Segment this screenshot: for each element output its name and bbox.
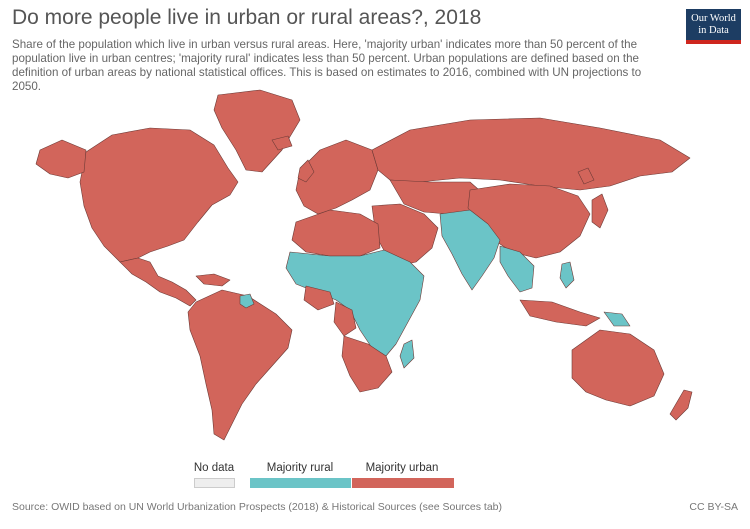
region-papua-new-guinea[interactable] xyxy=(603,311,631,327)
region-central-africa-urban[interactable] xyxy=(333,301,357,337)
source-note[interactable]: Source: OWID based on UN World Urbanizat… xyxy=(12,501,503,513)
legend-label-majority-rural: Majority rural xyxy=(266,462,334,474)
region-indonesia[interactable] xyxy=(519,299,601,327)
region-madagascar[interactable] xyxy=(399,339,415,369)
region-australia[interactable] xyxy=(571,329,665,407)
region-iceland[interactable] xyxy=(271,135,293,151)
region-south-asia[interactable] xyxy=(439,209,501,291)
logo-line-1: Our World xyxy=(691,13,736,24)
owid-logo[interactable]: Our World in Data xyxy=(686,9,741,44)
region-north-africa[interactable] xyxy=(291,209,381,257)
region-japan[interactable] xyxy=(591,193,609,229)
region-philippines[interactable] xyxy=(559,261,575,289)
chart-title: Do more people live in urban or rural ar… xyxy=(12,6,482,29)
legend-swatch-no-data[interactable] xyxy=(194,478,235,488)
chart-subtitle: Share of the population which live in ur… xyxy=(12,38,642,93)
region-greenland[interactable] xyxy=(213,89,301,173)
region-guyana[interactable] xyxy=(239,293,255,309)
region-russia[interactable] xyxy=(371,117,691,191)
legend-label-no-data: No data xyxy=(193,462,235,474)
region-southern-africa[interactable] xyxy=(341,335,393,393)
region-middle-east[interactable] xyxy=(371,203,439,267)
region-north-america[interactable] xyxy=(79,127,239,263)
region-south-america[interactable] xyxy=(187,289,293,441)
legend-swatch-majority-rural[interactable] xyxy=(250,478,351,488)
region-caribbean[interactable] xyxy=(195,273,231,287)
legend-swatch-majority-urban[interactable] xyxy=(352,478,454,488)
region-new-zealand[interactable] xyxy=(669,389,693,421)
region-east-asia-islands[interactable] xyxy=(577,167,595,185)
region-southeast-asia[interactable] xyxy=(499,245,535,293)
logo-line-2: in Data xyxy=(698,24,729,36)
region-europe[interactable] xyxy=(295,139,379,215)
region-west-africa-urban[interactable] xyxy=(303,285,335,311)
legend-label-majority-urban: Majority urban xyxy=(365,462,439,474)
legend: No data Majority rural Majority urban xyxy=(0,462,750,492)
region-alaska[interactable] xyxy=(35,139,87,179)
region-uk[interactable] xyxy=(297,159,315,183)
license-note[interactable]: CC BY-SA xyxy=(689,501,738,513)
region-central-america[interactable] xyxy=(119,257,197,307)
